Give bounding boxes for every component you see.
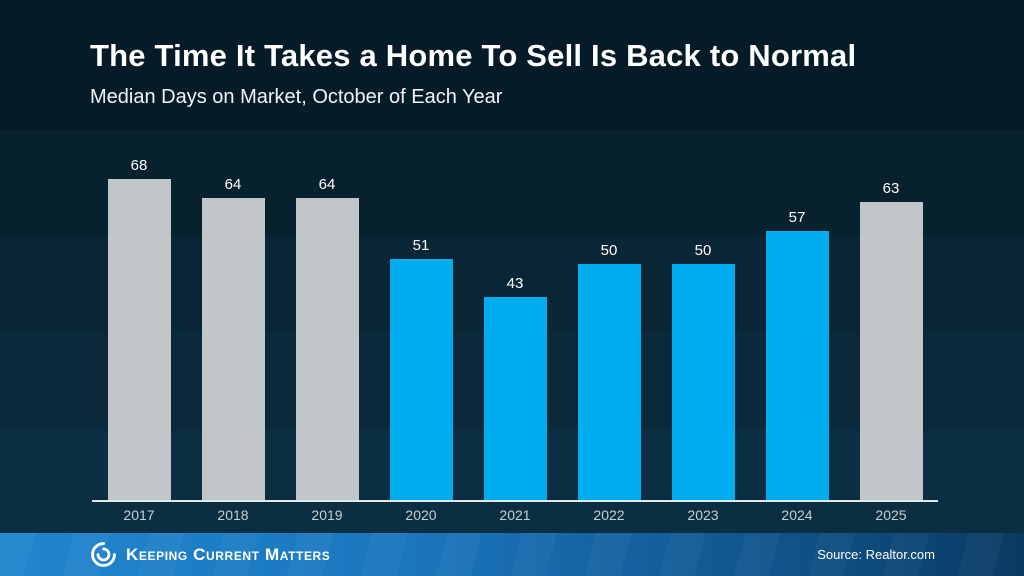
bar-column: 50 (562, 242, 656, 500)
x-axis-tick-label: 2018 (217, 507, 249, 523)
bar (765, 231, 829, 500)
bar (107, 179, 171, 500)
bar (295, 198, 359, 500)
bar (389, 259, 453, 500)
x-axis-tick-label: 2019 (311, 507, 343, 523)
source-text: Source: Realtor.com (817, 547, 935, 562)
bar-value-label: 50 (694, 242, 712, 259)
bar-column: 57 (750, 209, 844, 500)
footer-bar: Keeping Current Matters Source: Realtor.… (0, 533, 1024, 576)
bar (483, 297, 547, 500)
x-axis-tick-label: 2022 (593, 507, 625, 523)
kcm-swirl-logo-icon (91, 542, 116, 567)
bar-column: 50 (656, 242, 750, 500)
page-title: The Time It Takes a Home To Sell Is Back… (90, 38, 857, 73)
bar (671, 264, 735, 500)
bar-value-label: 43 (506, 275, 524, 292)
x-axis-tick-label: 2023 (687, 507, 719, 523)
page-subtitle: Median Days on Market, October of Each Y… (90, 86, 503, 108)
bar (859, 202, 923, 500)
bar-value-label: 57 (788, 209, 806, 226)
bar-column: 43 (468, 275, 562, 500)
bar-chart: 68 64 64 51 43 50 50 57 63 2017 2018 2019 2020 2021 2… (92, 140, 938, 523)
bar-value-label: 68 (130, 157, 148, 174)
bar-column: 64 (280, 176, 374, 500)
bar-value-label: 64 (318, 176, 336, 193)
x-axis-tick-label: 2021 (499, 507, 531, 523)
bar-column: 64 (186, 176, 280, 500)
bar-value-label: 63 (882, 180, 900, 197)
plot-area: 68 64 64 51 43 50 50 57 63 (92, 140, 938, 502)
bar (201, 198, 265, 500)
bar-value-label: 50 (600, 242, 618, 259)
bar-column: 51 (374, 237, 468, 500)
x-axis-labels: 2017 2018 2019 2020 2021 2022 2023 2024 2025 (92, 507, 938, 523)
bar-value-label: 64 (224, 176, 242, 193)
x-axis-tick-label: 2017 (123, 507, 155, 523)
bar-column: 68 (92, 157, 186, 500)
x-axis-tick-label: 2024 (781, 507, 813, 523)
brand-lockup: Keeping Current Matters (90, 541, 330, 568)
chart-header: The Time It Takes a Home To Sell Is Back… (90, 38, 950, 109)
x-axis-tick-label: 2025 (875, 507, 907, 523)
bar (577, 264, 641, 500)
bar-column: 63 (844, 180, 938, 500)
bar-value-label: 51 (412, 237, 430, 254)
brand-name: Keeping Current Matters (126, 544, 331, 564)
x-axis-tick-label: 2020 (405, 507, 437, 523)
